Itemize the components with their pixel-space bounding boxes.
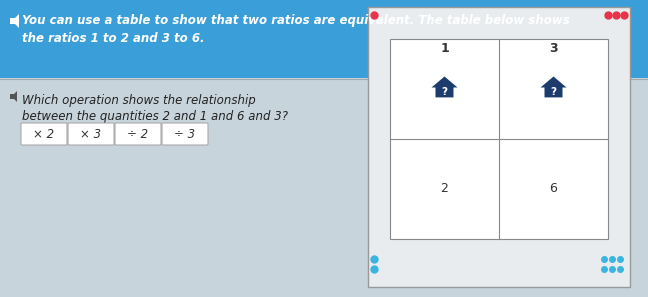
FancyBboxPatch shape bbox=[115, 123, 161, 145]
Text: 2: 2 bbox=[441, 182, 448, 195]
Text: ?: ? bbox=[441, 87, 448, 97]
Text: the ratios 1 to 2 and 3 to 6.: the ratios 1 to 2 and 3 to 6. bbox=[22, 32, 205, 45]
Text: 3: 3 bbox=[550, 42, 558, 55]
Text: ÷ 3: ÷ 3 bbox=[174, 127, 196, 140]
Polygon shape bbox=[432, 77, 457, 97]
FancyBboxPatch shape bbox=[68, 123, 114, 145]
Text: ?: ? bbox=[551, 87, 557, 97]
Polygon shape bbox=[540, 77, 566, 97]
FancyBboxPatch shape bbox=[162, 123, 208, 145]
Text: 1: 1 bbox=[440, 42, 449, 55]
Text: between the quantities 2 and 1 and 6 and 3?: between the quantities 2 and 1 and 6 and… bbox=[22, 110, 288, 123]
Polygon shape bbox=[10, 14, 19, 28]
Text: You can use a table to show that two ratios are equivalent. The table below show: You can use a table to show that two rat… bbox=[22, 14, 570, 27]
Text: × 3: × 3 bbox=[80, 127, 102, 140]
Text: ÷ 2: ÷ 2 bbox=[128, 127, 148, 140]
Text: × 2: × 2 bbox=[34, 127, 54, 140]
Text: 6: 6 bbox=[550, 182, 557, 195]
Bar bbox=[0, 0, 648, 78]
Bar bbox=[390, 39, 608, 239]
Bar bbox=[368, 7, 630, 287]
Text: Which operation shows the relationship: Which operation shows the relationship bbox=[22, 94, 256, 107]
FancyBboxPatch shape bbox=[21, 123, 67, 145]
Polygon shape bbox=[10, 91, 17, 102]
